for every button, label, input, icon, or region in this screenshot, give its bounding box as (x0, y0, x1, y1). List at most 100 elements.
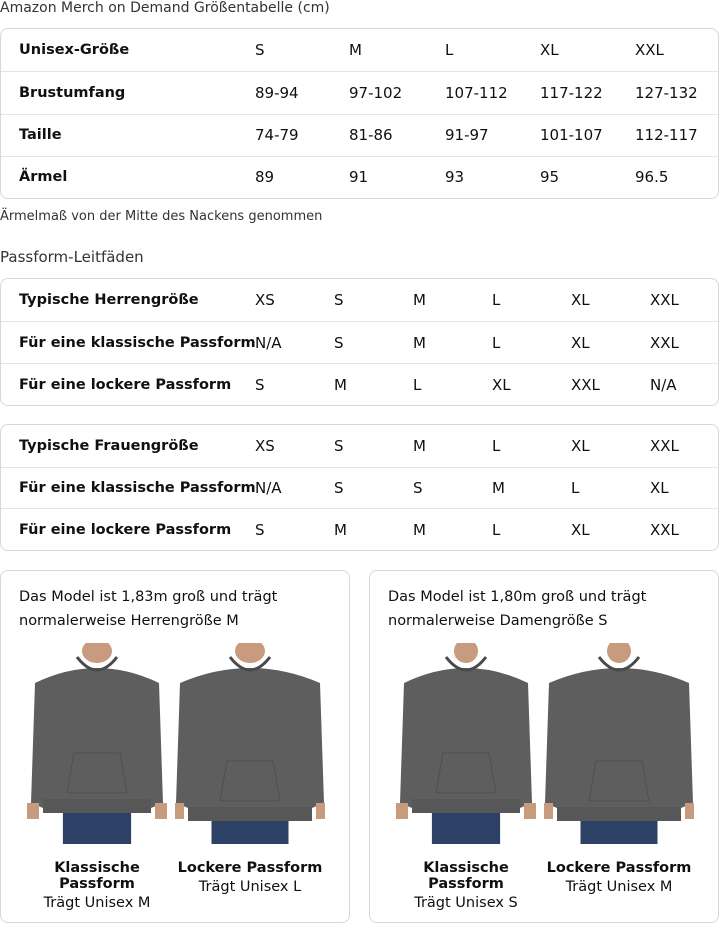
cell: L (492, 333, 501, 352)
cell: 117-122 (540, 83, 603, 102)
cell: XXL (650, 436, 679, 455)
row-label: Ärmel (19, 169, 68, 186)
cell: XXL (650, 520, 679, 539)
row-label: Für eine klassische Passform (19, 479, 256, 496)
cell: M (413, 333, 426, 352)
cell: 81-86 (349, 126, 393, 145)
row-label: Unisex-Größe (19, 42, 130, 59)
row-label: Für eine klassische Passform (19, 334, 256, 351)
fit-title: Klassische Passform (54, 860, 140, 892)
cell: L (445, 41, 454, 60)
cell: 127-132 (635, 83, 698, 102)
sleeve-note: Ärmelmaß von der Mitte des Nackens genom… (0, 209, 323, 224)
fit-title: Klassische Passform (423, 860, 509, 892)
cell: XXL (650, 333, 679, 352)
table-row: Für eine lockere Passform S M M L XL XXL (1, 508, 718, 550)
fit-size: Trägt Unisex S (414, 895, 518, 911)
men-fit-table: Typische Herrengröße XS S M L XL XXL Für eine k… (0, 278, 719, 406)
cell: XL (571, 520, 590, 539)
description-line: Das Model ist 1,80m groß und trägt (388, 589, 647, 605)
cell: S (255, 41, 265, 60)
cell: M (492, 478, 505, 497)
hoodie-model-image (391, 643, 541, 848)
row-label: Brustumfang (19, 84, 126, 101)
cell: 112-117 (635, 126, 698, 145)
men-model-card: Das Model ist 1,83m groß und trägt norma… (0, 570, 350, 923)
cell: 91-97 (445, 126, 489, 145)
cell: XXL (650, 291, 679, 309)
row-label: Typische Herrengröße (19, 292, 199, 308)
cell: S (334, 333, 344, 352)
cell: XL (571, 291, 590, 309)
cell: L (492, 291, 501, 309)
cell: 95 (540, 168, 560, 187)
cell: 74-79 (255, 126, 299, 145)
row-label: Typische Frauengröße (19, 437, 199, 454)
fit-size: Trägt Unisex L (198, 879, 302, 895)
cell: XL (540, 41, 559, 60)
description-line: Das Model ist 1,83m groß und trägt (19, 589, 278, 605)
cell: XL (571, 333, 590, 352)
cell: M (413, 520, 426, 539)
cell: S (334, 478, 344, 497)
model-figure: Lockere Passform Trägt Unisex L (175, 643, 325, 895)
women-fit-table: Typische Frauengröße XS S M L XL XXL Für eine k… (0, 424, 719, 551)
cell: XXL (571, 375, 600, 394)
model-description: Das Model ist 1,83m groß und trägt norma… (19, 585, 277, 633)
cell: S (255, 520, 265, 539)
table-row: Taille 74-79 81-86 91-97 101-107 112-117 (1, 113, 718, 156)
table-row: Unisex-Größe S M L XL XXL (1, 29, 718, 71)
cell: L (413, 375, 422, 394)
cell: 96.5 (635, 168, 669, 187)
table-row: Für eine klassische Passform N/A S S M L XL (1, 466, 718, 509)
cell: XL (571, 436, 590, 455)
cell: 91 (349, 168, 369, 187)
cell: XS (255, 436, 275, 455)
cell: L (571, 478, 580, 497)
women-model-card: Das Model ist 1,80m groß und trägt norma… (369, 570, 719, 923)
cell: 101-107 (540, 126, 603, 145)
table-row: Typische Frauengröße XS S M L XL XXL (1, 425, 718, 467)
cell: XXL (635, 41, 664, 60)
cell: 107-112 (445, 83, 508, 102)
row-label: Für eine lockere Passform (19, 521, 232, 538)
table-row: Typische Herrengröße XS S M L XL XXL (1, 279, 718, 321)
cell: XL (650, 478, 669, 497)
cell: XS (255, 291, 275, 309)
cell: M (413, 291, 426, 309)
size-table: Unisex-Größe S M L XL XXL Brustumfang 89-94 97-1… (0, 28, 719, 199)
table-row: Für eine klassische Passform N/A S M L XL XXL (1, 321, 718, 363)
cell: N/A (255, 478, 282, 497)
hoodie-model-image (544, 643, 694, 848)
cell: 93 (445, 168, 465, 187)
cell: 89 (255, 168, 275, 187)
fit-size: Trägt Unisex M (43, 895, 151, 911)
hoodie-model-image (175, 643, 325, 848)
table-row: Für eine lockere Passform S M L XL XXL N/A (1, 363, 718, 405)
fit-size: Trägt Unisex M (565, 879, 673, 895)
cell: L (492, 520, 501, 539)
cell: 89-94 (255, 83, 299, 102)
table-row: Brustumfang 89-94 97-102 107-112 117-122 127-… (1, 71, 718, 113)
row-label: Für eine lockere Passform (19, 376, 232, 393)
model-figure: Lockere Passform Trägt Unisex M (544, 643, 694, 895)
description-line: normalerweise Herrengröße M (19, 613, 239, 629)
table-row: Ärmel 89 91 93 95 96.5 (1, 155, 718, 198)
cell: L (492, 436, 501, 455)
cell: S (255, 375, 265, 394)
cell: XL (492, 375, 511, 394)
cell: M (334, 375, 347, 394)
model-description: Das Model ist 1,80m groß und trägt norma… (388, 585, 646, 633)
cell: M (413, 436, 426, 455)
page-title: Amazon Merch on Demand Größentabelle (cm… (0, 0, 330, 16)
cell: M (334, 520, 347, 539)
cell: N/A (650, 375, 677, 394)
cell: S (334, 291, 344, 309)
fit-title: Lockere Passform (546, 860, 692, 876)
model-figure: Klassische Passform Trägt Unisex M (22, 643, 172, 911)
model-figure: Klassische Passform Trägt Unisex S (391, 643, 541, 911)
hoodie-model-image (22, 643, 172, 848)
row-label: Taille (19, 127, 62, 144)
cell: S (334, 436, 344, 455)
fit-title: Lockere Passform (177, 860, 323, 876)
